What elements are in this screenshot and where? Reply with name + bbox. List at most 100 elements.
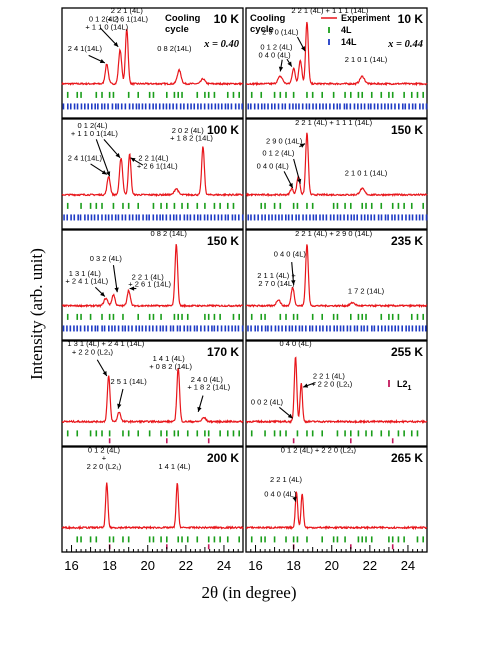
legend-experiment-label: Experiment (341, 13, 390, 23)
peak-annotation: 2 2 1 (4L) + 1 1 1 (14L) (291, 6, 368, 15)
panel-frame (61, 7, 244, 119)
intensity-line-r3 (245, 356, 428, 425)
arrow-head (114, 287, 119, 293)
temperature-label: 265 K (391, 451, 423, 465)
panel-l3: 170 K 1 3 1 (4L) + 2 4 1 (14L)+ 2 2 0 (L2… (61, 339, 244, 447)
peak-annotation: + 1 8 2 (14L) (170, 134, 213, 143)
peak-annotation: 2 2 1 (4L) (270, 475, 303, 484)
peak-annotation: 0 0 2 (4L) (251, 398, 284, 407)
x-tick-label: 24 (401, 558, 415, 573)
temperature-label: 235 K (391, 234, 423, 248)
peak-annotation: 2 2 1 (4L) + 2 9 0 (14L) (295, 229, 372, 238)
arrow-head (129, 286, 135, 291)
panel-frame (245, 340, 428, 447)
panel-r2: 235 K 2 2 1 (4L) + 2 9 0 (14L) 0 4 0 (4L) 2… (245, 229, 428, 341)
arrow-head (99, 58, 105, 63)
composition-label: x = 0.40 (203, 39, 240, 50)
x-tick-label: 22 (363, 558, 377, 573)
y-axis-label: Intensity (arb. unit) (27, 248, 46, 380)
arrow-head (300, 143, 306, 148)
annotation-arrow (112, 265, 118, 293)
peak-annotation: 0 8 2 (14L) (151, 229, 188, 238)
peak-annotation: 2 4 1(14L) (68, 44, 103, 53)
peak-annotation: 2 0 2 (4L) (172, 126, 205, 135)
arrow-head (115, 152, 121, 158)
arrow-head (297, 178, 302, 184)
annotation-arrow (95, 139, 111, 177)
panel-l2: 150 K0 8 2 (14L)0 3 2 (4L)1 3 1 (4L)+ 2 … (61, 229, 244, 341)
arrow-head (130, 157, 136, 162)
peak-annotation: 0 4 0 (4L) (259, 50, 292, 59)
x-axis-label-unit: (in degree) (218, 583, 296, 602)
legend-14L-label: 14L (341, 37, 357, 47)
peak-annotation: + 2 4 1 (14L) (65, 277, 108, 286)
composition-label: x = 0.44 (387, 39, 423, 50)
arrow-head (101, 170, 107, 175)
arrow-head (287, 413, 293, 419)
x-axis: 16 18 20 22 24 16 18 20 22 24 (61, 545, 428, 573)
peak-annotation: + 2 6 1(14L) (107, 15, 148, 24)
peak-annotation: 2 2 0 (L2₁) (87, 462, 122, 471)
peak-annotation: 2 1 1 (4L) + (257, 271, 296, 280)
panel-frame (61, 340, 244, 447)
panel-r1: 150 K 2 2 1 (4L) + 1 1 1 (14L) 2 9 0 (14L)… (245, 118, 428, 230)
peak-annotation: + 0 8 2 (14L) (149, 362, 192, 371)
arrow-head (278, 66, 284, 72)
arrow-head (287, 61, 292, 67)
peak-annotation: 2 1 0 1 (14L) (345, 55, 388, 64)
x-tick-label: 22 (179, 558, 193, 573)
legend-L21-label: L21 (397, 379, 412, 392)
x-axis-label-symbol: 2θ (202, 583, 219, 602)
peak-annotation: 0 1 2 (4L) (260, 42, 293, 51)
peak-annotation: + 2 6 1(14L) (137, 161, 178, 170)
peak-annotation: 2 2 1 (4L) (111, 6, 144, 15)
temperature-label: 150 K (391, 123, 423, 137)
peak-annotation: 2 2 1(4L) (138, 153, 169, 162)
arrow-head (291, 280, 296, 285)
arrow-head (117, 403, 122, 409)
peak-annotation: 0 1 2 (4L) (262, 148, 295, 157)
peak-annotation: 1 3 1 (4L) + 2 4 1 (14L) (67, 339, 144, 348)
peak-annotation: + (102, 454, 107, 463)
temperature-label: 170 K (207, 345, 239, 359)
panel-r4: 265 K 0 1 2 (4L) + 2 2 0 (L2₁) 2 2 1 (4L) 0… (245, 446, 428, 553)
x-tick-label: 24 (217, 558, 231, 573)
peak-annotation: 2 2 1 (4L) (313, 372, 346, 381)
x-tick-label: 18 (286, 558, 300, 573)
intensity-line-r0 (245, 21, 428, 87)
arrow-head (102, 371, 107, 377)
peak-annotation: 0 4 0 (4L) (279, 339, 312, 348)
peak-annotation: 0 4 0 (4L) (257, 161, 290, 170)
arrow-head (113, 42, 119, 47)
peak-annotation: 2 4 0 (4L) (191, 375, 224, 384)
x-tick-label: 18 (102, 558, 116, 573)
panel-r3: 255 K 0 4 0 (4L) 2 2 1 (4L)+ 2 2 0 (L2₁) 0 … (245, 339, 428, 447)
panel-frame (61, 229, 244, 341)
peak-annotation: + 2 6 1 (14L) (128, 280, 171, 289)
legend-L21-text: L2 (397, 379, 408, 389)
x-tick-label: 20 (325, 558, 339, 573)
legend-4L-label: 4L (341, 25, 352, 35)
intensity-line-l3 (61, 367, 244, 425)
x-tick-label: 20 (141, 558, 155, 573)
temperature-label: 10 K (214, 12, 240, 26)
arrow-head (100, 291, 105, 297)
intensity-line-l0 (61, 28, 244, 87)
temperature-label: 10 K (398, 12, 424, 26)
panel-frame (61, 118, 244, 230)
temperature-label: 255 K (391, 345, 423, 359)
peak-annotation: 0 8 2(14L) (157, 44, 192, 53)
peak-annotation: 2 2 1 (4L) (132, 272, 165, 281)
arrow-head (300, 46, 306, 52)
panel-frame (245, 118, 428, 230)
peak-annotation: 0 4 0 (4L) (264, 489, 297, 498)
peak-annotation: 1 4 1 (4L) (158, 462, 191, 471)
intensity-line-l4 (61, 482, 244, 531)
panel-frame (245, 7, 428, 119)
arrow-head (106, 171, 111, 177)
temperature-label: 200 K (207, 451, 239, 465)
peak-annotation: 0 1 2 (4L) (88, 446, 121, 455)
cycle-label: Cooling (250, 13, 286, 24)
